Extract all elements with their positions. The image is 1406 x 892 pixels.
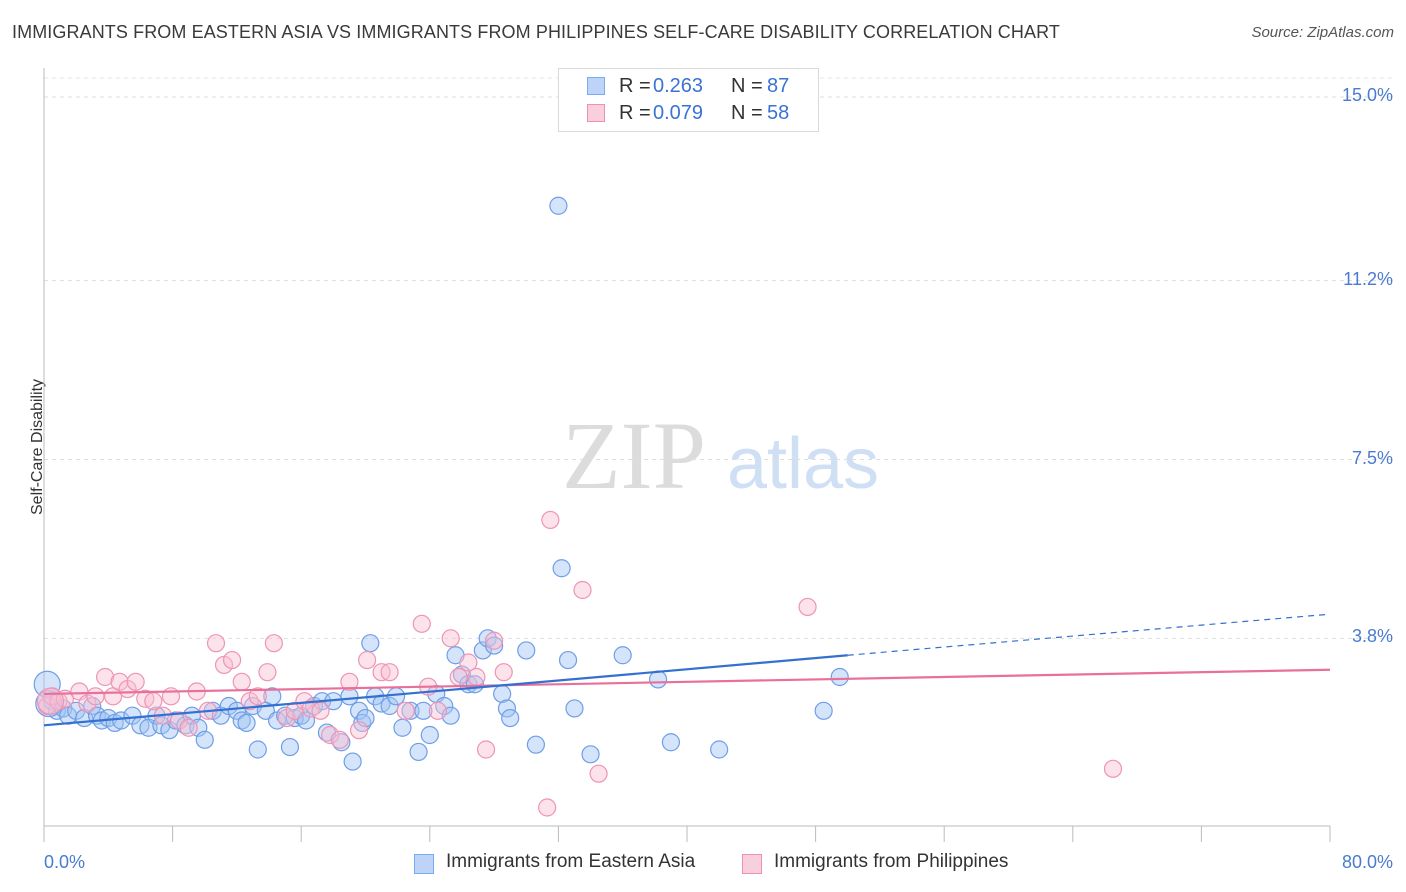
y-tick-label: 11.2%	[1343, 268, 1393, 289]
legend-r-label: R =	[619, 75, 651, 97]
point-philippines	[349, 721, 369, 740]
legend-r-value-eastern-asia: 0.263	[653, 75, 704, 97]
point-philippines	[573, 580, 592, 600]
legend-n-label: N =	[731, 102, 763, 124]
point-philippines	[36, 687, 65, 715]
point-philippines	[589, 764, 608, 783]
point-philippines	[476, 740, 496, 759]
legend-r-label: R =	[619, 102, 651, 124]
point-eastern-asia	[280, 737, 300, 757]
point-philippines	[222, 650, 242, 670]
y-tick-label: 3.8%	[1351, 626, 1393, 647]
point-philippines	[126, 672, 145, 691]
legend-n-value-eastern-asia: 87	[767, 75, 790, 97]
point-philippines	[538, 798, 557, 817]
point-eastern-asia	[613, 646, 632, 665]
point-eastern-asia	[409, 742, 428, 762]
point-eastern-asia	[112, 711, 131, 730]
point-philippines	[144, 692, 163, 711]
point-eastern-asia	[830, 667, 849, 687]
point-philippines	[169, 711, 189, 730]
point-philippines	[321, 725, 340, 745]
point-eastern-asia	[501, 708, 520, 728]
point-philippines	[459, 653, 478, 672]
x-tick-max: 80.0%	[1341, 852, 1393, 872]
point-eastern-asia	[386, 687, 406, 706]
watermark-zip: ZIP	[562, 402, 706, 509]
trend-extension-eastern-asia	[847, 613, 1331, 656]
x-tick-min: 0.0%	[44, 852, 86, 872]
chart-title: IMMIGRANTS FROM EASTERN ASIA VS IMMIGRAN…	[12, 22, 1060, 42]
point-philippines	[311, 701, 330, 720]
bottom-legend-swatch-eastern-asia	[414, 854, 434, 874]
point-eastern-asia	[710, 740, 729, 759]
point-eastern-asia	[393, 718, 412, 737]
point-eastern-asia	[414, 701, 433, 720]
point-philippines	[485, 631, 504, 650]
point-eastern-asia	[361, 634, 380, 653]
legend-n-label: N =	[731, 75, 763, 97]
point-philippines	[330, 730, 349, 749]
y-tick-label: 15.0%	[1341, 85, 1393, 105]
point-eastern-asia	[237, 713, 256, 733]
bottom-legend-swatch-philippines	[742, 854, 762, 874]
y-tick-label: 7.5%	[1351, 447, 1393, 468]
point-eastern-asia	[814, 701, 833, 720]
point-philippines	[396, 701, 415, 720]
trend-line-philippines	[43, 668, 1331, 696]
point-eastern-asia	[661, 733, 681, 752]
point-philippines	[541, 510, 560, 530]
point-eastern-asia	[420, 725, 439, 745]
watermark-atlas: atlas	[727, 424, 879, 504]
legend-r-value-philippines: 0.079	[653, 102, 704, 124]
point-eastern-asia	[558, 650, 578, 670]
point-eastern-asia	[343, 752, 362, 771]
bottom-legend-eastern-asia[interactable]: Immigrants from Eastern Asia	[414, 851, 696, 874]
point-philippines	[798, 597, 817, 617]
point-eastern-asia	[565, 699, 584, 718]
point-eastern-asia	[195, 730, 214, 749]
point-philippines	[95, 667, 115, 687]
point-philippines	[494, 663, 513, 682]
point-eastern-asia	[485, 636, 504, 655]
point-eastern-asia	[248, 740, 267, 759]
bottom-legend-philippines[interactable]: Immigrants from Philippines	[742, 851, 1009, 874]
point-eastern-asia	[552, 559, 571, 578]
point-philippines	[258, 663, 277, 682]
point-eastern-asia	[497, 699, 517, 718]
point-eastern-asia	[526, 735, 545, 754]
source-label: Source: ZipAtlas.com	[1251, 24, 1394, 41]
point-philippines	[1103, 759, 1123, 778]
trend-line-eastern-asia	[43, 654, 848, 727]
point-philippines	[428, 701, 447, 720]
point-eastern-asia	[648, 670, 668, 689]
point-philippines	[179, 718, 198, 737]
point-philippines	[380, 663, 399, 682]
point-philippines	[86, 687, 105, 706]
point-eastern-asia	[232, 711, 251, 730]
point-eastern-asia	[83, 696, 102, 716]
point-philippines	[441, 629, 460, 648]
point-philippines	[449, 667, 468, 687]
legend-n-value-philippines: 58	[767, 102, 790, 124]
legend-swatch-eastern-asia	[587, 77, 605, 95]
point-philippines	[358, 650, 377, 670]
point-philippines	[264, 634, 283, 653]
bottom-legend-label-philippines: Immigrants from Philippines	[774, 851, 1009, 872]
point-eastern-asia	[549, 196, 568, 215]
point-philippines	[412, 614, 431, 633]
point-eastern-asia	[349, 701, 369, 720]
legend: R = 0.263 N = 87 R = 0.079 N = 58	[558, 68, 819, 132]
point-philippines	[248, 687, 267, 706]
point-eastern-asia	[581, 745, 600, 764]
point-eastern-asia	[401, 701, 420, 720]
point-philippines	[340, 672, 359, 691]
point-philippines	[467, 667, 486, 687]
point-philippines	[232, 672, 251, 691]
legend-swatch-philippines	[587, 104, 605, 122]
bottom-legend-label-eastern-asia: Immigrants from Eastern Asia	[446, 851, 696, 872]
point-philippines	[206, 634, 226, 653]
point-eastern-asia	[517, 641, 536, 660]
